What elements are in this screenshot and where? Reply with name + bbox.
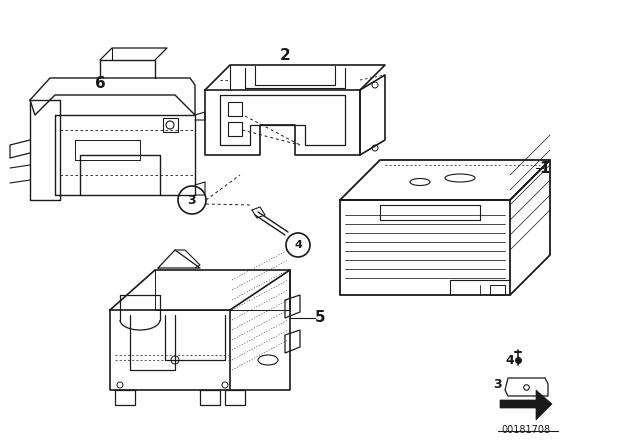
Text: 4: 4 xyxy=(506,353,515,366)
Text: 00181708: 00181708 xyxy=(501,425,550,435)
Text: 4: 4 xyxy=(294,240,302,250)
Text: 6: 6 xyxy=(95,76,106,90)
Text: 1: 1 xyxy=(540,160,550,176)
Text: 5: 5 xyxy=(315,310,325,326)
Text: 2: 2 xyxy=(280,47,291,63)
Text: 3: 3 xyxy=(493,379,501,392)
Polygon shape xyxy=(500,390,552,420)
Text: 3: 3 xyxy=(188,194,196,207)
